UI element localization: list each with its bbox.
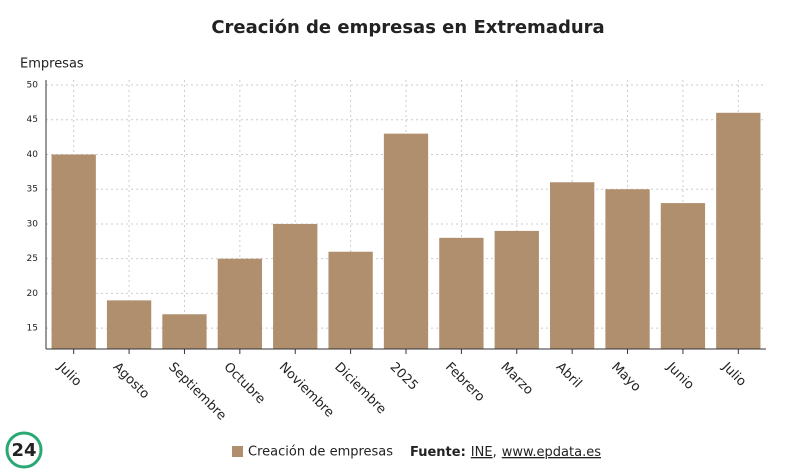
legend-label: Creación de empresas <box>248 445 393 460</box>
y-tick-label: 45 <box>27 115 38 125</box>
legend-swatch <box>232 446 243 457</box>
source-link[interactable]: www.epdata.es <box>502 445 601 460</box>
x-tick-label: 2025 <box>387 360 421 394</box>
x-tick-label: Abril <box>553 360 585 392</box>
logo-ring <box>5 431 43 469</box>
bar <box>439 237 484 349</box>
bar <box>383 133 429 349</box>
logo: 24 <box>11 440 36 461</box>
bar <box>273 223 318 349</box>
bar <box>328 251 373 349</box>
bar <box>605 189 650 349</box>
source-label: Fuente: <box>410 445 466 460</box>
x-tick-label: Mayo <box>608 360 643 395</box>
bar <box>550 182 595 349</box>
y-tick-label: 15 <box>27 324 38 334</box>
source: Fuente: INE, www.epdata.es <box>410 445 601 460</box>
x-tick-label: Marzo <box>497 360 535 398</box>
x-tick-label: Diciembre <box>331 360 389 418</box>
y-tick-label: 35 <box>27 185 38 195</box>
x-tick-label: Agosto <box>110 360 152 402</box>
source-link[interactable]: INE <box>471 445 493 460</box>
y-tick-label: 20 <box>27 289 39 299</box>
y-tick-label: 50 <box>27 81 39 91</box>
bar <box>494 230 539 349</box>
bar <box>716 112 761 349</box>
x-tick-label: Octubre <box>221 360 268 407</box>
y-tick-label: 40 <box>27 150 39 160</box>
x-tick-label: Junio <box>663 359 697 393</box>
x-tick-label: Febrero <box>442 360 487 405</box>
x-tick-label: Julio <box>718 359 749 390</box>
bar <box>162 314 207 349</box>
y-tick-label: 30 <box>27 219 39 229</box>
bar <box>217 258 262 349</box>
y-axis-label: Empresas <box>20 57 84 72</box>
x-tick-label: Septiembre <box>165 360 229 424</box>
bar <box>660 203 706 349</box>
y-tick-label: 25 <box>27 254 38 264</box>
bar <box>106 300 152 349</box>
chart-title: Creación de empresas en Extremadura <box>211 17 604 38</box>
source-separator: , <box>493 445 497 460</box>
x-tick-label: Julio <box>54 359 85 390</box>
bar <box>51 154 96 349</box>
x-tick-label: Noviembre <box>276 360 337 421</box>
